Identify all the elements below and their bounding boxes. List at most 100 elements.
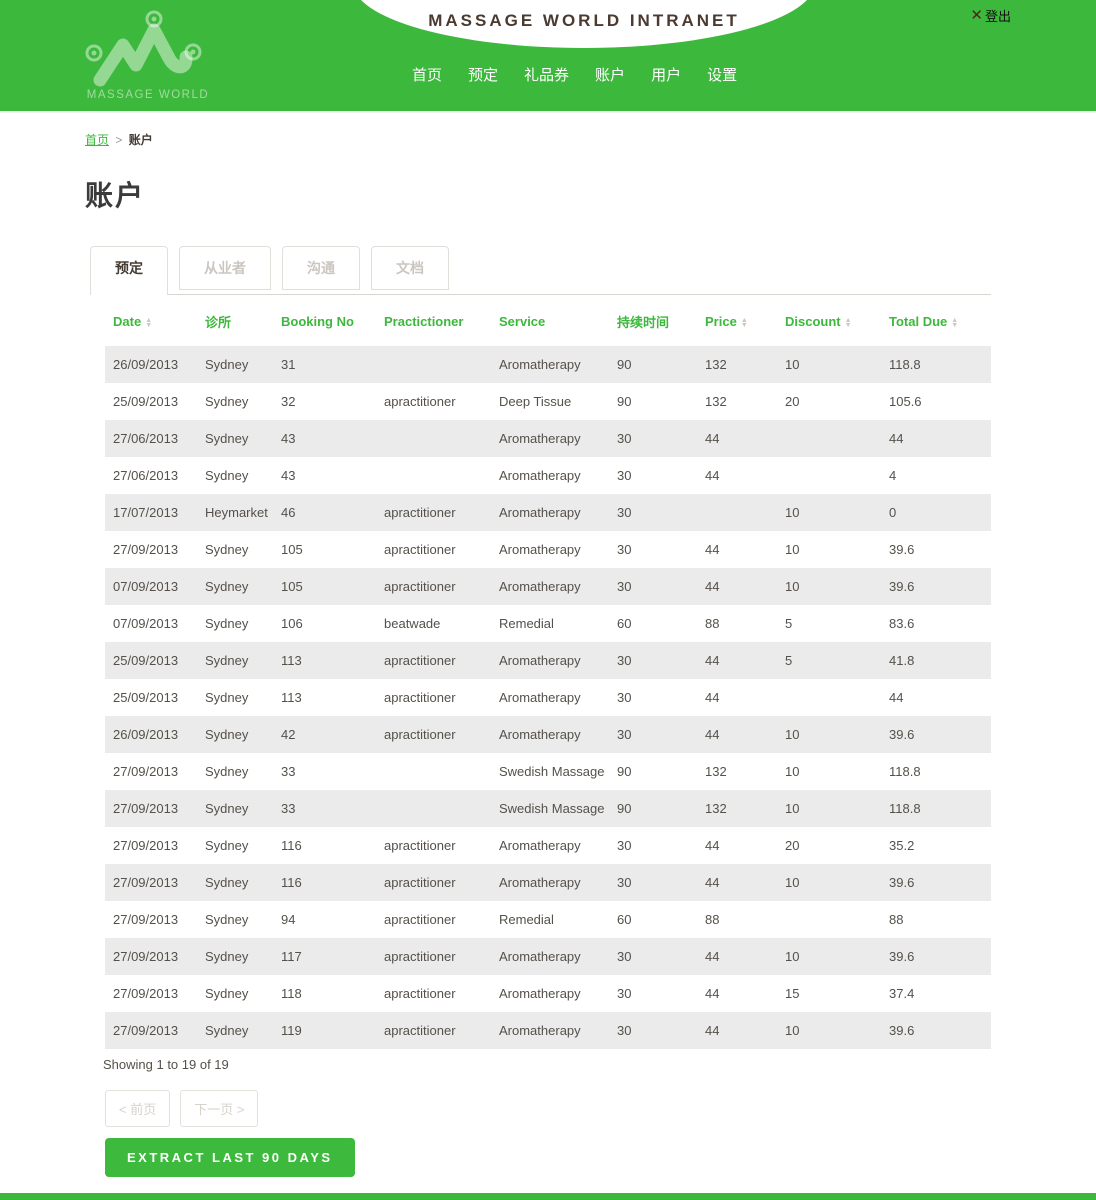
table-cell: Aromatherapy [499,357,581,372]
table-cell: Aromatherapy [499,505,581,520]
nav-item-6[interactable]: 设置 [707,67,738,84]
table-cell: Sydney [205,542,249,557]
table-cell: 39.6 [889,1023,915,1038]
table-cell [777,420,881,457]
table-cell: Sydney [205,394,249,409]
content: 首页 > 账户 账户 预定 从业者 沟通 文档 Date ▲ ▼ 诊所 Booking No P… [0,113,1096,1177]
nav-item-3[interactable]: 礼品券 [524,67,570,84]
table-cell: 27/09/2013 [113,764,179,779]
table-row: 17/07/2013 Heymarket 46 apractitioner Aromat… [105,494,991,531]
table-cell: apractitioner [384,875,456,890]
extract-last-90-days-button[interactable]: EXTRACT LAST 90 DAYS [105,1138,355,1177]
table-cell: 25/09/2013 [113,690,179,705]
table-cell: 118.8 [889,764,921,779]
table-cell: apractitioner [384,838,456,853]
table-cell: 44 [705,949,720,964]
table-cell: 88 [889,912,904,927]
table-cell: Aromatherapy [499,875,581,890]
column-header-6: 持续时间 [617,315,670,330]
table-cell: 44 [705,875,720,890]
table-cell: apractitioner [384,727,456,742]
table-row: 25/09/2013 Sydney 32 apractitioner Deep Tiss… [105,383,991,420]
table-cell: 105.6 [889,394,922,409]
table-cell: 106 [281,616,303,631]
tab-3[interactable]: 沟通 [282,246,360,290]
massage-world-logo[interactable]: MASSAGE WORLD [83,8,213,103]
tab-bar: 预定 从业者 沟通 文档 [90,246,1011,295]
prev-page-button[interactable]: < 前页 [105,1090,171,1127]
table-cell [376,346,491,383]
table-cell: 33 [281,764,296,779]
column-header-1[interactable]: Date ▲ ▼ [113,314,153,329]
table-cell: 88 [705,616,720,631]
footer-green-bar [0,1193,1096,1200]
table-row: 27/09/2013 Sydney 117 apractitioner Aromathe… [105,938,991,975]
table-cell: Sydney [205,727,249,742]
table-cell: Swedish Massage [499,764,605,779]
table-row: 26/09/2013 Sydney 42 apractitioner Aromather… [105,716,991,753]
table-row: 27/09/2013 Sydney 94 apractitioner Remedial 6… [105,901,991,938]
table-cell: 30 [617,579,632,594]
table-cell: 10 [785,949,800,964]
table-cell: 30 [617,653,632,668]
table-row: 26/09/2013 Sydney 31 Aromatherapy 90 132 10 118… [105,346,991,383]
table-row: 27/09/2013 Sydney 116 apractitioner Aromathe… [105,864,991,901]
intranet-title: MASSAGE WORLD INTRANET [428,11,740,30]
nav-item-5[interactable]: 用户 [651,67,682,84]
table-cell: 5 [785,653,793,668]
table-cell: 105 [281,579,303,594]
table-row: 27/09/2013 Sydney 33 Swedish Massage 90 132 10… [105,753,991,790]
nav-item-4[interactable]: 账户 [595,67,626,84]
table-row: 07/09/2013 Sydney 106 beatwade Remedial 60 88 5… [105,605,991,642]
tab-4[interactable]: 文档 [371,246,449,290]
sort-icon: ▲ ▼ [145,316,153,329]
table-cell: 27/09/2013 [113,838,179,853]
logo-m-icon: MASSAGE WORLD [85,10,209,101]
table-cell: 105 [281,542,303,557]
next-page-button[interactable]: 下一页 > [180,1090,259,1127]
table-cell: Sydney [205,986,249,1001]
table-cell: 25/09/2013 [113,653,179,668]
table-cell: 30 [617,542,632,557]
table-cell: 30 [617,431,632,446]
table-cell: Remedial [499,912,554,927]
table-cell: beatwade [384,616,441,631]
column-header-9[interactable]: Total Due ▲ ▼ [889,314,959,329]
table-row: 27/09/2013 Sydney 118 apractitioner Aromathe… [105,975,991,1012]
table-cell: 118.8 [889,801,921,816]
table-cell: apractitioner [384,986,456,1001]
tab-1[interactable]: 预定 [90,246,168,295]
table-cell: 26/09/2013 [113,727,179,742]
table-cell: 60 [617,912,632,927]
tab-2[interactable]: 从业者 [179,246,271,290]
table-row: 25/09/2013 Sydney 113 apractitioner Aromathe… [105,642,991,679]
table-cell: Sydney [205,616,249,631]
table-cell: 17/07/2013 [113,505,179,520]
nav-item-2[interactable]: 预定 [468,67,499,84]
table-cell: Aromatherapy [499,579,581,594]
sort-icon: ▲ ▼ [951,316,959,329]
table-cell: 94 [281,912,296,927]
logout-button[interactable]: ✕ 登出 [970,6,1011,25]
table-cell: Heymarket [205,505,268,520]
column-header-8[interactable]: Discount ▲ ▼ [785,314,852,329]
table-cell: 10 [785,505,800,520]
table-cell: 44 [889,431,904,446]
nav-item-1[interactable]: 首页 [412,67,443,84]
table-cell: 90 [617,801,632,816]
table-cell: Sydney [205,1023,249,1038]
column-header-7[interactable]: Price ▲ ▼ [705,314,748,329]
table-cell: 27/09/2013 [113,986,179,1001]
table-cell: 44 [705,542,720,557]
table-cell: Aromatherapy [499,986,581,1001]
table-cell: Aromatherapy [499,949,581,964]
table-cell: 26/09/2013 [113,357,179,372]
column-header-4: Practictioner [384,314,464,329]
breadcrumb-home-link[interactable]: 首页 [85,133,110,147]
table-cell: Sydney [205,357,249,372]
table-cell: 119 [281,1023,302,1038]
table-cell: 27/09/2013 [113,912,179,927]
table-cell: 46 [281,505,296,520]
logo-wordmark: MASSAGE WORLD [87,89,209,101]
